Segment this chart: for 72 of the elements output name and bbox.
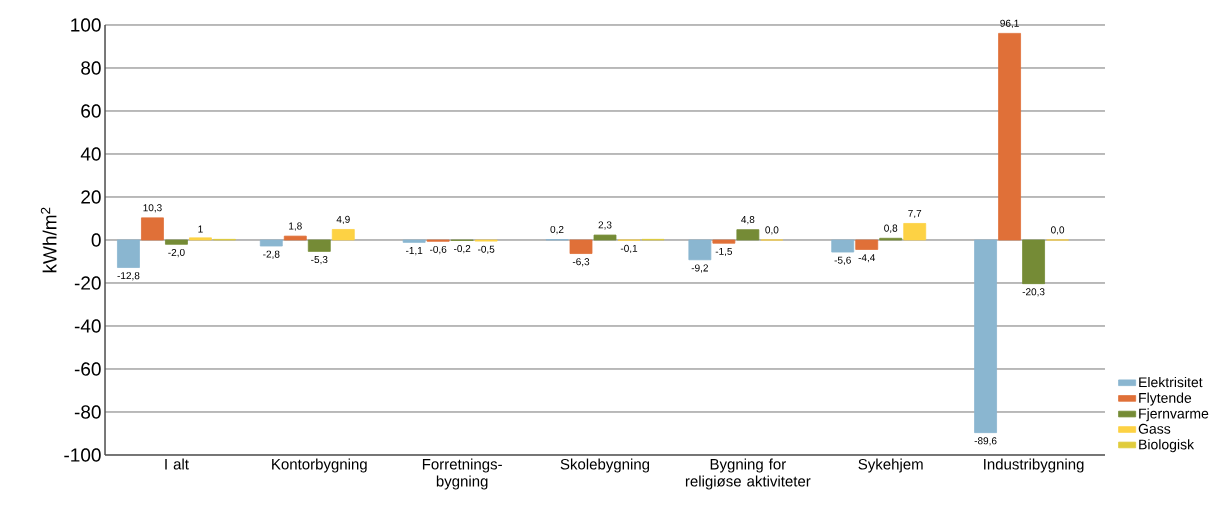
- bar: [688, 239, 712, 261]
- data-label: -0,6: [429, 245, 447, 255]
- y-tick-label: 100: [71, 18, 101, 32]
- data-label: -0,1: [620, 244, 638, 254]
- bar: [736, 229, 760, 241]
- y-tick-label: 20: [81, 190, 101, 204]
- y-tick-label: -20: [74, 276, 101, 290]
- y-tick-label: -40: [74, 319, 101, 333]
- y-axis-title: kWh/m$^{2}$: [40, 207, 57, 273]
- data-label: 10,3: [143, 204, 162, 213]
- x-tick-label: Forretnings-bygning: [422, 458, 502, 490]
- bar: [1022, 239, 1045, 285]
- bar: [855, 239, 879, 250]
- bar: [712, 239, 736, 244]
- bar: [974, 239, 997, 434]
- data-label: 0,8: [884, 224, 898, 233]
- legend-label: Elektrisitet: [1139, 376, 1203, 388]
- y-tick-label: 60: [81, 104, 101, 118]
- x-tick-label: Bygning for religiøse aktiviteter: [685, 458, 811, 490]
- data-label: -20,3: [1022, 288, 1045, 297]
- y-tick-label: -100: [64, 448, 101, 462]
- data-label: -4,4: [858, 254, 876, 263]
- y-tick-label: -60: [74, 362, 101, 376]
- data-label: 4,8: [741, 216, 755, 225]
- bar: [569, 239, 593, 254]
- bar: [402, 239, 426, 243]
- y-tick-label: 40: [80, 147, 101, 161]
- data-label: 0,2: [550, 225, 564, 235]
- x-tick-label: Sykehjem: [858, 458, 923, 473]
- data-label: 7,7: [908, 209, 922, 219]
- data-label: -1,5: [715, 247, 733, 257]
- legend-label: Gass: [1138, 423, 1171, 434]
- data-label: -2,8: [263, 250, 280, 259]
- legend-label: Biologisk: [1139, 439, 1195, 453]
- data-label: -9,2: [691, 264, 708, 273]
- bar: [903, 223, 927, 241]
- data-label: 1: [198, 225, 203, 233]
- y-tick-label: 0: [91, 233, 101, 247]
- x-tick-label: Skolebygning: [560, 458, 650, 473]
- data-label: 1,8: [289, 222, 302, 231]
- bar: [189, 237, 212, 241]
- bar: [283, 235, 307, 241]
- bar: [307, 239, 331, 252]
- bar: [141, 217, 164, 241]
- data-label: -6,3: [572, 258, 590, 267]
- data-label: -5,3: [311, 256, 328, 265]
- x-tick-label: I alt: [165, 458, 189, 470]
- data-label: 96,1: [1000, 19, 1019, 28]
- data-label: 0,0: [1051, 226, 1065, 235]
- data-label: -2,0: [168, 248, 185, 258]
- data-label: 0,0: [765, 226, 779, 235]
- bar: [165, 239, 188, 245]
- bar: [259, 239, 283, 247]
- bar: [117, 239, 140, 268]
- bar: [593, 234, 617, 241]
- y-tick-label: -80: [74, 405, 101, 419]
- x-tick-label: Kontorbygning: [272, 458, 367, 473]
- data-label: -89,6: [974, 437, 997, 446]
- bar: [331, 229, 355, 241]
- bar: [998, 32, 1021, 241]
- legend-label: Fjernvarme: [1139, 408, 1209, 422]
- data-label: -0,2: [453, 245, 471, 254]
- data-label: -12,8: [117, 272, 140, 281]
- data-label: 2,3: [598, 221, 612, 230]
- data-label: -0,5: [477, 245, 495, 254]
- legend-label: Flytende: [1139, 392, 1192, 406]
- bar: [831, 239, 855, 253]
- y-tick-label: 80: [81, 61, 101, 75]
- data-label: -5,6: [834, 256, 851, 265]
- x-tick-label: Industribygning: [984, 458, 1084, 473]
- data-label: -1,1: [405, 247, 423, 256]
- data-label: 4,9: [336, 215, 350, 225]
